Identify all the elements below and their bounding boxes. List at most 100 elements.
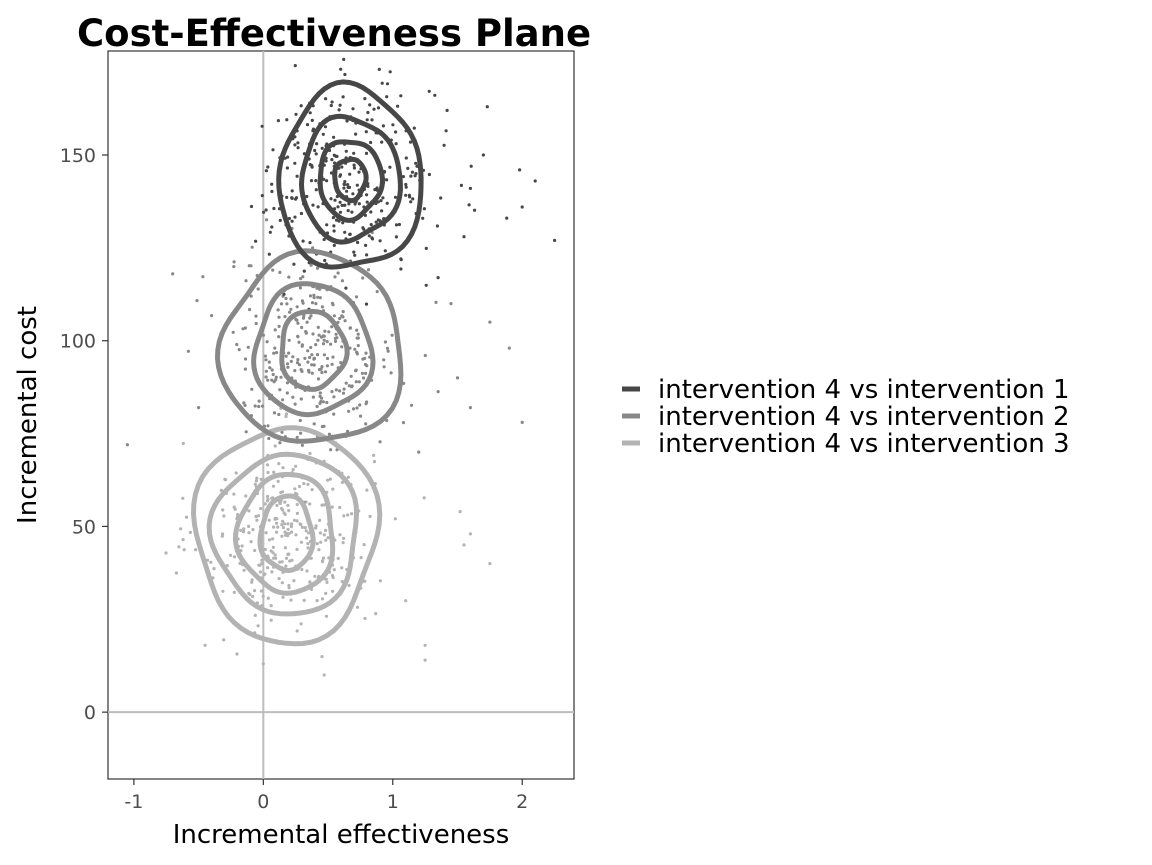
scatter-point xyxy=(421,216,425,220)
x-tick-label: 2 xyxy=(516,791,528,813)
scatter-point xyxy=(289,530,294,534)
y-tick-label: 100 xyxy=(60,331,96,353)
scatter-point xyxy=(323,329,327,333)
scatter-point xyxy=(267,436,271,441)
scatter-point xyxy=(394,235,398,239)
scatter-point xyxy=(306,360,310,364)
scatter-point xyxy=(179,527,183,531)
scatter-point xyxy=(332,395,336,399)
scatter-point xyxy=(295,511,299,515)
scatter-point xyxy=(308,502,312,506)
scatter-point xyxy=(341,315,345,319)
scatter-point xyxy=(300,369,304,373)
scatter-point xyxy=(337,219,341,223)
scatter-point xyxy=(240,544,244,548)
scatter-point xyxy=(279,375,283,379)
scatter-point xyxy=(337,108,341,112)
scatter-point xyxy=(358,414,363,418)
scatter-point xyxy=(351,192,355,196)
scatter-point xyxy=(312,356,317,361)
scatter-point xyxy=(296,141,300,145)
scatter-point xyxy=(317,333,321,337)
plot-panel xyxy=(107,50,575,780)
scatter-point xyxy=(280,534,284,538)
scatter-point xyxy=(244,430,248,434)
chart-title: Cost-Effectiveness Plane xyxy=(77,12,591,55)
scatter-point xyxy=(323,258,327,263)
scatter-point xyxy=(239,528,243,533)
scatter-point xyxy=(299,622,303,626)
scatter-point xyxy=(181,441,185,445)
scatter-point xyxy=(282,292,286,296)
scatter-point xyxy=(305,123,310,127)
scatter-point xyxy=(264,358,268,362)
scatter-point xyxy=(265,340,269,344)
scatter-point xyxy=(321,556,326,560)
scatter-point xyxy=(353,253,357,257)
scatter-point xyxy=(314,188,318,192)
scatter-point xyxy=(352,166,356,170)
scatter-point xyxy=(270,182,274,186)
scatter-point xyxy=(332,568,336,572)
scatter-point xyxy=(285,195,289,199)
scatter-point xyxy=(276,119,280,123)
scatter-point xyxy=(251,594,255,599)
scatter-point xyxy=(320,503,324,507)
scatter-point xyxy=(375,290,379,294)
scatter-point xyxy=(243,367,247,371)
scatter-point xyxy=(264,375,268,379)
plot-layer xyxy=(108,51,574,779)
scatter-point xyxy=(188,530,192,535)
scatter-point xyxy=(285,118,289,122)
scatter-point xyxy=(401,421,406,425)
scatter-point xyxy=(312,363,316,367)
scatter-point xyxy=(324,614,329,618)
scatter-point xyxy=(291,355,295,359)
scatter-point xyxy=(278,388,282,392)
scatter-point xyxy=(287,338,291,342)
scatter-point xyxy=(317,548,321,552)
scatter-point xyxy=(281,398,285,402)
scatter-point xyxy=(307,370,311,374)
scatter-point xyxy=(223,478,228,482)
scatter-point xyxy=(237,348,241,352)
scatter-point xyxy=(313,148,317,153)
scatter-point xyxy=(229,553,233,557)
scatter-point xyxy=(209,560,213,564)
scatter-point xyxy=(370,118,374,122)
scatter-point xyxy=(308,163,312,167)
scatter-point xyxy=(324,538,328,542)
scatter-point xyxy=(312,422,316,426)
scatter-point xyxy=(422,207,426,211)
scatter-point xyxy=(422,496,426,500)
scatter-point xyxy=(322,334,326,338)
scatter-point xyxy=(316,377,321,381)
scatter-point xyxy=(290,196,294,200)
scatter-point xyxy=(372,453,376,457)
scatter-point xyxy=(286,503,290,507)
scatter-point xyxy=(295,547,299,552)
scatter-point xyxy=(271,551,275,555)
scatter-point xyxy=(263,572,267,576)
contour-line xyxy=(332,156,369,204)
scatter-point xyxy=(385,201,389,205)
contour-line xyxy=(215,248,404,444)
scatter-point xyxy=(322,237,326,242)
scatter-point xyxy=(366,268,371,272)
scatter-point xyxy=(336,556,340,561)
scatter-point xyxy=(435,224,439,228)
scatter-point xyxy=(329,448,333,452)
scatter-point xyxy=(244,279,248,283)
scatter-point xyxy=(285,391,289,395)
scatter-point xyxy=(271,484,276,488)
scatter-point xyxy=(325,580,329,585)
scatter-point xyxy=(329,197,333,201)
scatter-point xyxy=(351,107,355,111)
scatter-point xyxy=(280,560,284,564)
scatter-point xyxy=(351,407,356,411)
scatter-point xyxy=(261,662,265,666)
scatter-point xyxy=(363,579,367,583)
scatter-point xyxy=(296,321,300,325)
scatter-point xyxy=(325,223,329,227)
scatter-point xyxy=(271,148,275,152)
